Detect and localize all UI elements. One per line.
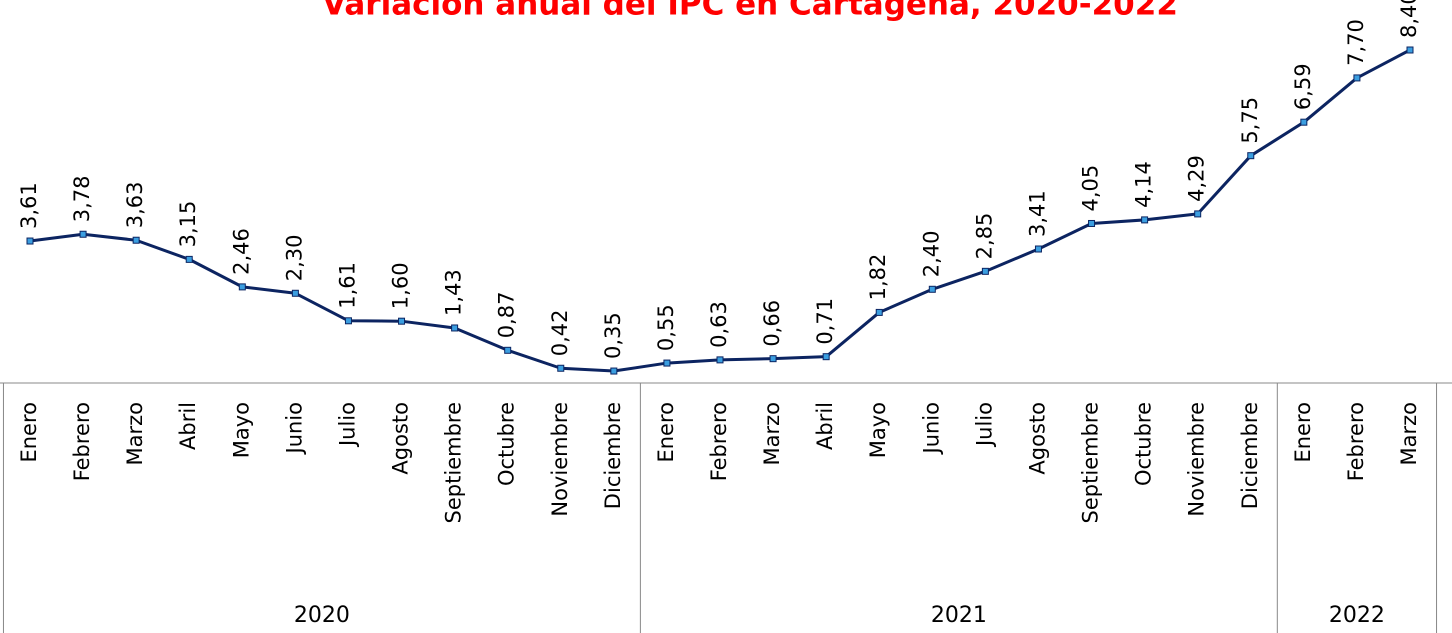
x-tick-label: Septiembre [442,402,466,523]
x-tick-label: Mayo [866,402,890,458]
marker [504,346,512,354]
x-tick-label: Febrero [1344,402,1368,481]
data-label: 6,59 [1291,63,1315,110]
marker [79,230,87,238]
marker [716,356,724,364]
x-tick-label: Abril [813,402,837,450]
data-label: 7,70 [1344,19,1368,66]
marker [398,317,406,325]
x-tick-label: Agosto [389,402,413,475]
marker [238,283,246,291]
x-tick-label: Enero [654,402,678,463]
x-tick-label: Septiembre [1079,402,1103,523]
marker [1141,216,1149,224]
x-tick-label: Abril [176,402,200,450]
group-label: 2022 [1329,603,1385,628]
marker [344,317,352,325]
marker [822,353,830,361]
data-label: 3,63 [123,181,147,228]
data-label: 1,60 [389,262,413,309]
x-tick-label: Noviembre [548,402,572,517]
x-tick-label: Junio [282,402,306,456]
x-tick-label: Febrero [707,402,731,481]
marker [1406,46,1414,54]
data-label: 0,63 [707,301,731,348]
x-tick-label: Enero [17,402,41,463]
x-tick-label: Marzo [123,402,147,466]
marker [928,285,936,293]
marker [1300,118,1308,126]
data-label: 2,40 [919,231,943,278]
chart-title: Variación anual del IPC en Cartagena, 20… [322,0,1178,23]
marker [1088,219,1096,227]
data-label: 4,29 [1185,155,1209,202]
marker [185,255,193,263]
data-label: 0,66 [760,300,784,347]
x-tick-label: Octubre [495,402,519,486]
x-tick-label: Enero [1291,402,1315,463]
data-label: 0,71 [813,298,837,345]
marker [557,364,565,372]
data-label: 2,30 [282,235,306,282]
data-label: 0,42 [548,309,572,356]
data-label: 2,46 [229,228,253,275]
marker [1194,210,1202,218]
x-tick-label: Octubre [1132,402,1156,486]
data-label: 2,85 [972,213,996,260]
marker [291,289,299,297]
data-label: 3,15 [176,201,200,248]
data-label: 4,05 [1079,165,1103,212]
group-label: 2021 [931,603,987,628]
data-label: 0,87 [495,292,519,339]
data-label: 8,40 [1397,0,1421,38]
x-tick-label: Marzo [760,402,784,466]
data-label: 1,43 [442,269,466,316]
marker [451,324,459,332]
x-tick-label: Diciembre [1238,402,1262,509]
x-tick-label: Febrero [70,402,94,481]
x-tick-label: Junio [919,402,943,456]
marker [610,367,618,375]
x-tick-label: Noviembre [1185,402,1209,517]
x-tick-label: Agosto [1025,402,1049,475]
marker [981,267,989,275]
x-tick-label: Mayo [229,402,253,458]
marker [1034,245,1042,253]
x-tick-label: Diciembre [601,402,625,509]
marker [1353,74,1361,82]
marker [875,308,883,316]
data-label: 5,75 [1238,97,1262,144]
x-tick-label: Marzo [1397,402,1421,466]
data-label: 3,41 [1025,190,1049,237]
marker [1247,152,1255,160]
data-label: 3,61 [17,182,41,229]
marker [26,237,34,245]
data-label: 4,14 [1132,161,1156,208]
data-label: 0,55 [654,304,678,351]
group-label: 2020 [294,603,350,628]
marker [132,236,140,244]
data-label: 1,82 [866,254,890,301]
data-label: 0,35 [601,312,625,359]
data-label: 3,78 [70,175,94,222]
data-label: 1,61 [335,262,359,309]
marker [663,359,671,367]
marker [769,355,777,363]
x-tick-label: Julio [972,402,996,448]
x-tick-label: Julio [335,402,359,448]
